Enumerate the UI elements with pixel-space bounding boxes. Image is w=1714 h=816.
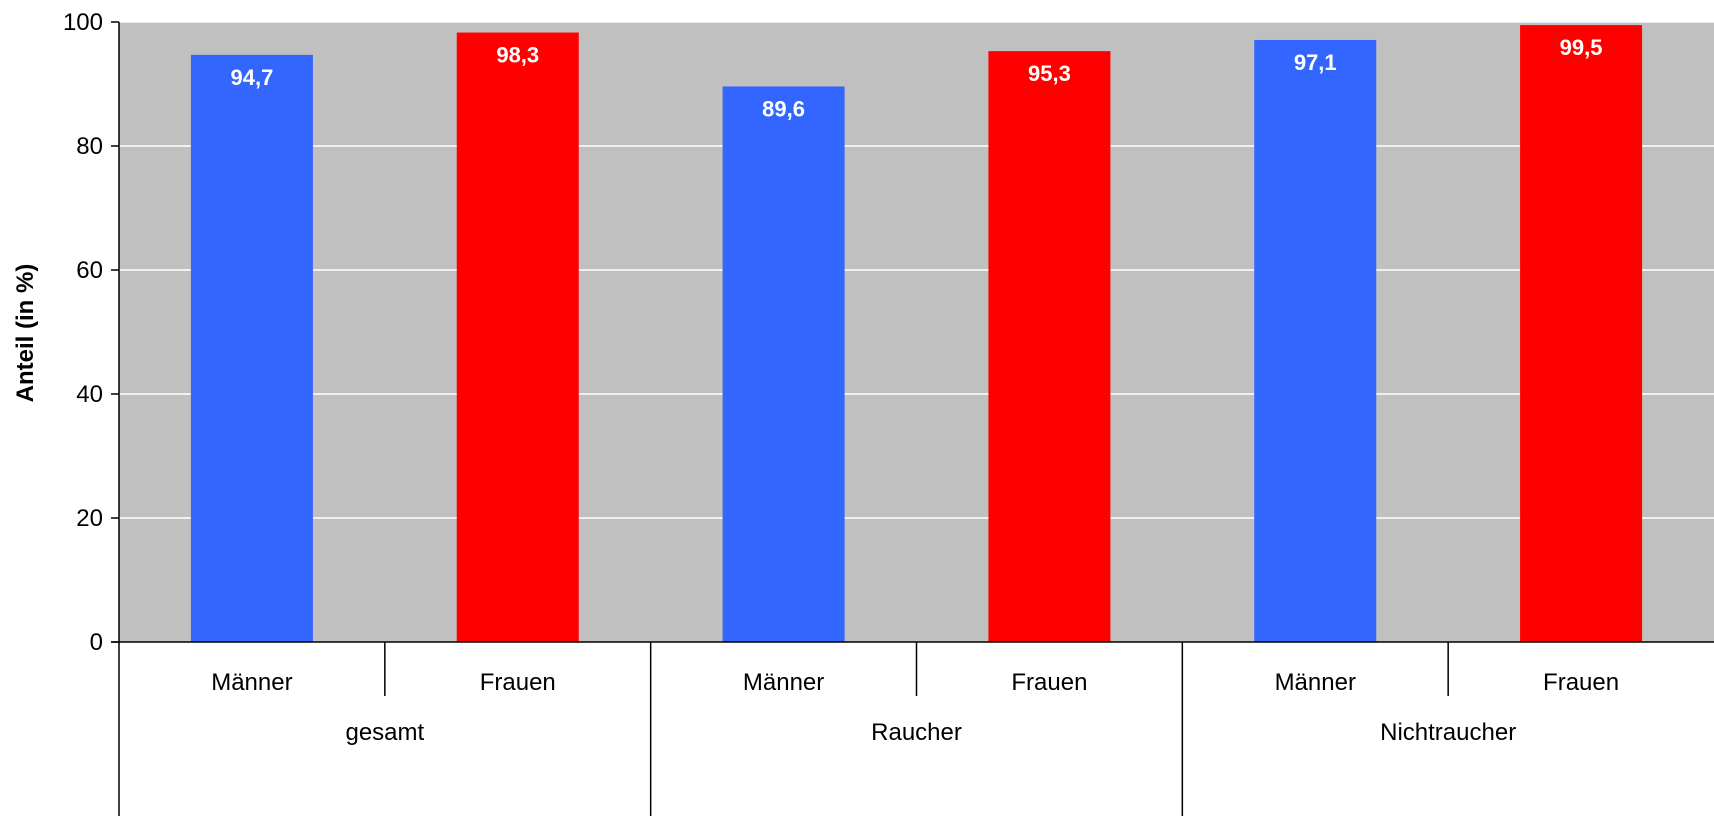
y-axis-label: Anteil (in %) <box>12 264 39 403</box>
y-tick-label: 40 <box>76 381 103 408</box>
y-tick-label: 0 <box>90 629 103 656</box>
category-label: Männer <box>743 669 824 696</box>
data-label: 98,3 <box>496 43 539 68</box>
y-tick-label: 60 <box>76 257 103 284</box>
bar <box>722 86 845 643</box>
bar <box>456 32 579 643</box>
category-label: Männer <box>211 669 292 696</box>
bars: 94,7 98,3 89,6 95,3 97,1 99,5 <box>190 25 1643 643</box>
axes <box>111 21 1714 816</box>
category-label: Frauen <box>1011 669 1087 696</box>
data-label: 99,5 <box>1560 35 1603 60</box>
y-tick-label: 20 <box>76 505 103 532</box>
group-label: gesamt <box>345 719 424 746</box>
bar <box>988 51 1111 642</box>
y-tick-labels: 0 20 40 60 80 100 <box>63 9 103 656</box>
y-tick-label: 100 <box>63 9 103 36</box>
category-labels: Männer Frauen gesamt Männer Frauen Raucher Män… <box>211 669 1619 746</box>
bar <box>1520 25 1643 643</box>
category-label: Frauen <box>480 669 556 696</box>
data-label: 89,6 <box>762 96 805 121</box>
bar <box>1254 39 1377 643</box>
gridlines <box>119 21 1714 519</box>
category-label: Männer <box>1275 669 1356 696</box>
data-label: 95,3 <box>1028 61 1071 86</box>
bar <box>190 54 313 643</box>
y-tick-label: 80 <box>76 133 103 160</box>
plot-area <box>119 22 1714 642</box>
category-label: Frauen <box>1543 669 1619 696</box>
data-label: 97,1 <box>1294 50 1337 75</box>
data-label: 94,7 <box>231 65 274 90</box>
group-label: Nichtraucher <box>1380 719 1516 746</box>
group-label: Raucher <box>871 719 962 746</box>
